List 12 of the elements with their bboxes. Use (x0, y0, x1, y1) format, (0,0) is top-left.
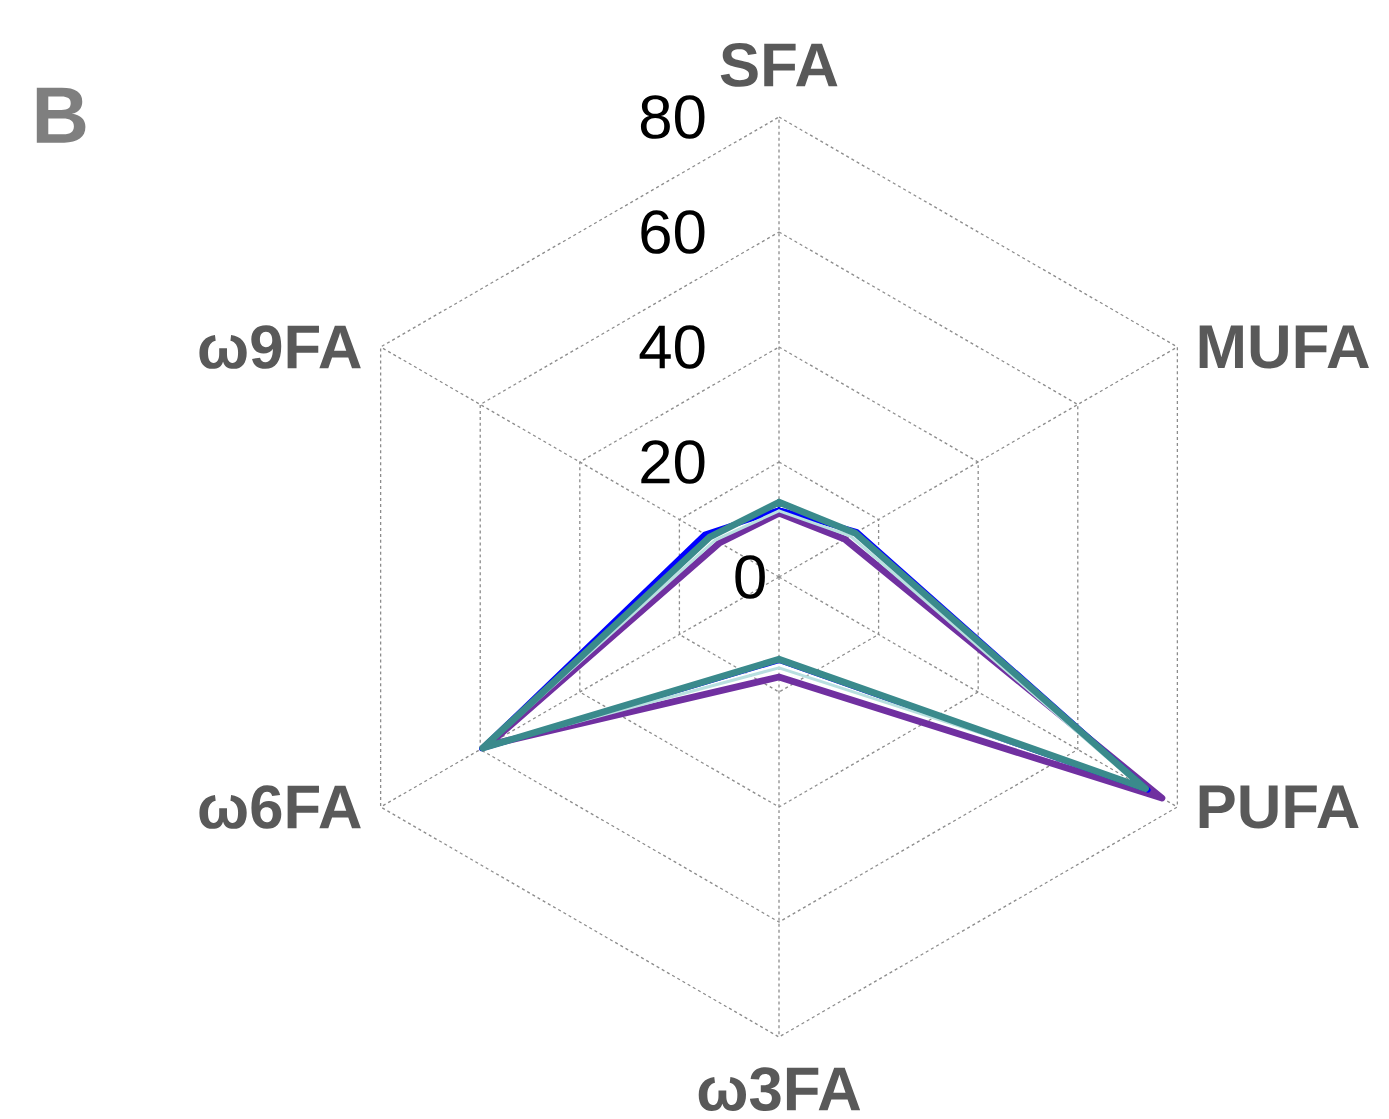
spoke-label: ω3FA (698, 1067, 861, 1112)
y-tick-label: 20 (641, 440, 705, 484)
y-tick-label: 60 (641, 210, 705, 254)
spoke-label: SFA (720, 43, 838, 87)
spoke-label: ω9FA (199, 325, 361, 369)
y-tick-label: 80 (640, 95, 705, 139)
y-tick-label: 40 (639, 325, 705, 369)
spoke-label: MUFA (1199, 325, 1369, 369)
y-tick-label: 0 (735, 555, 765, 599)
spoke-label: PUFA (1199, 785, 1359, 829)
spoke-label: ω6FA (199, 785, 361, 829)
chart-title: B (36, 87, 86, 143)
